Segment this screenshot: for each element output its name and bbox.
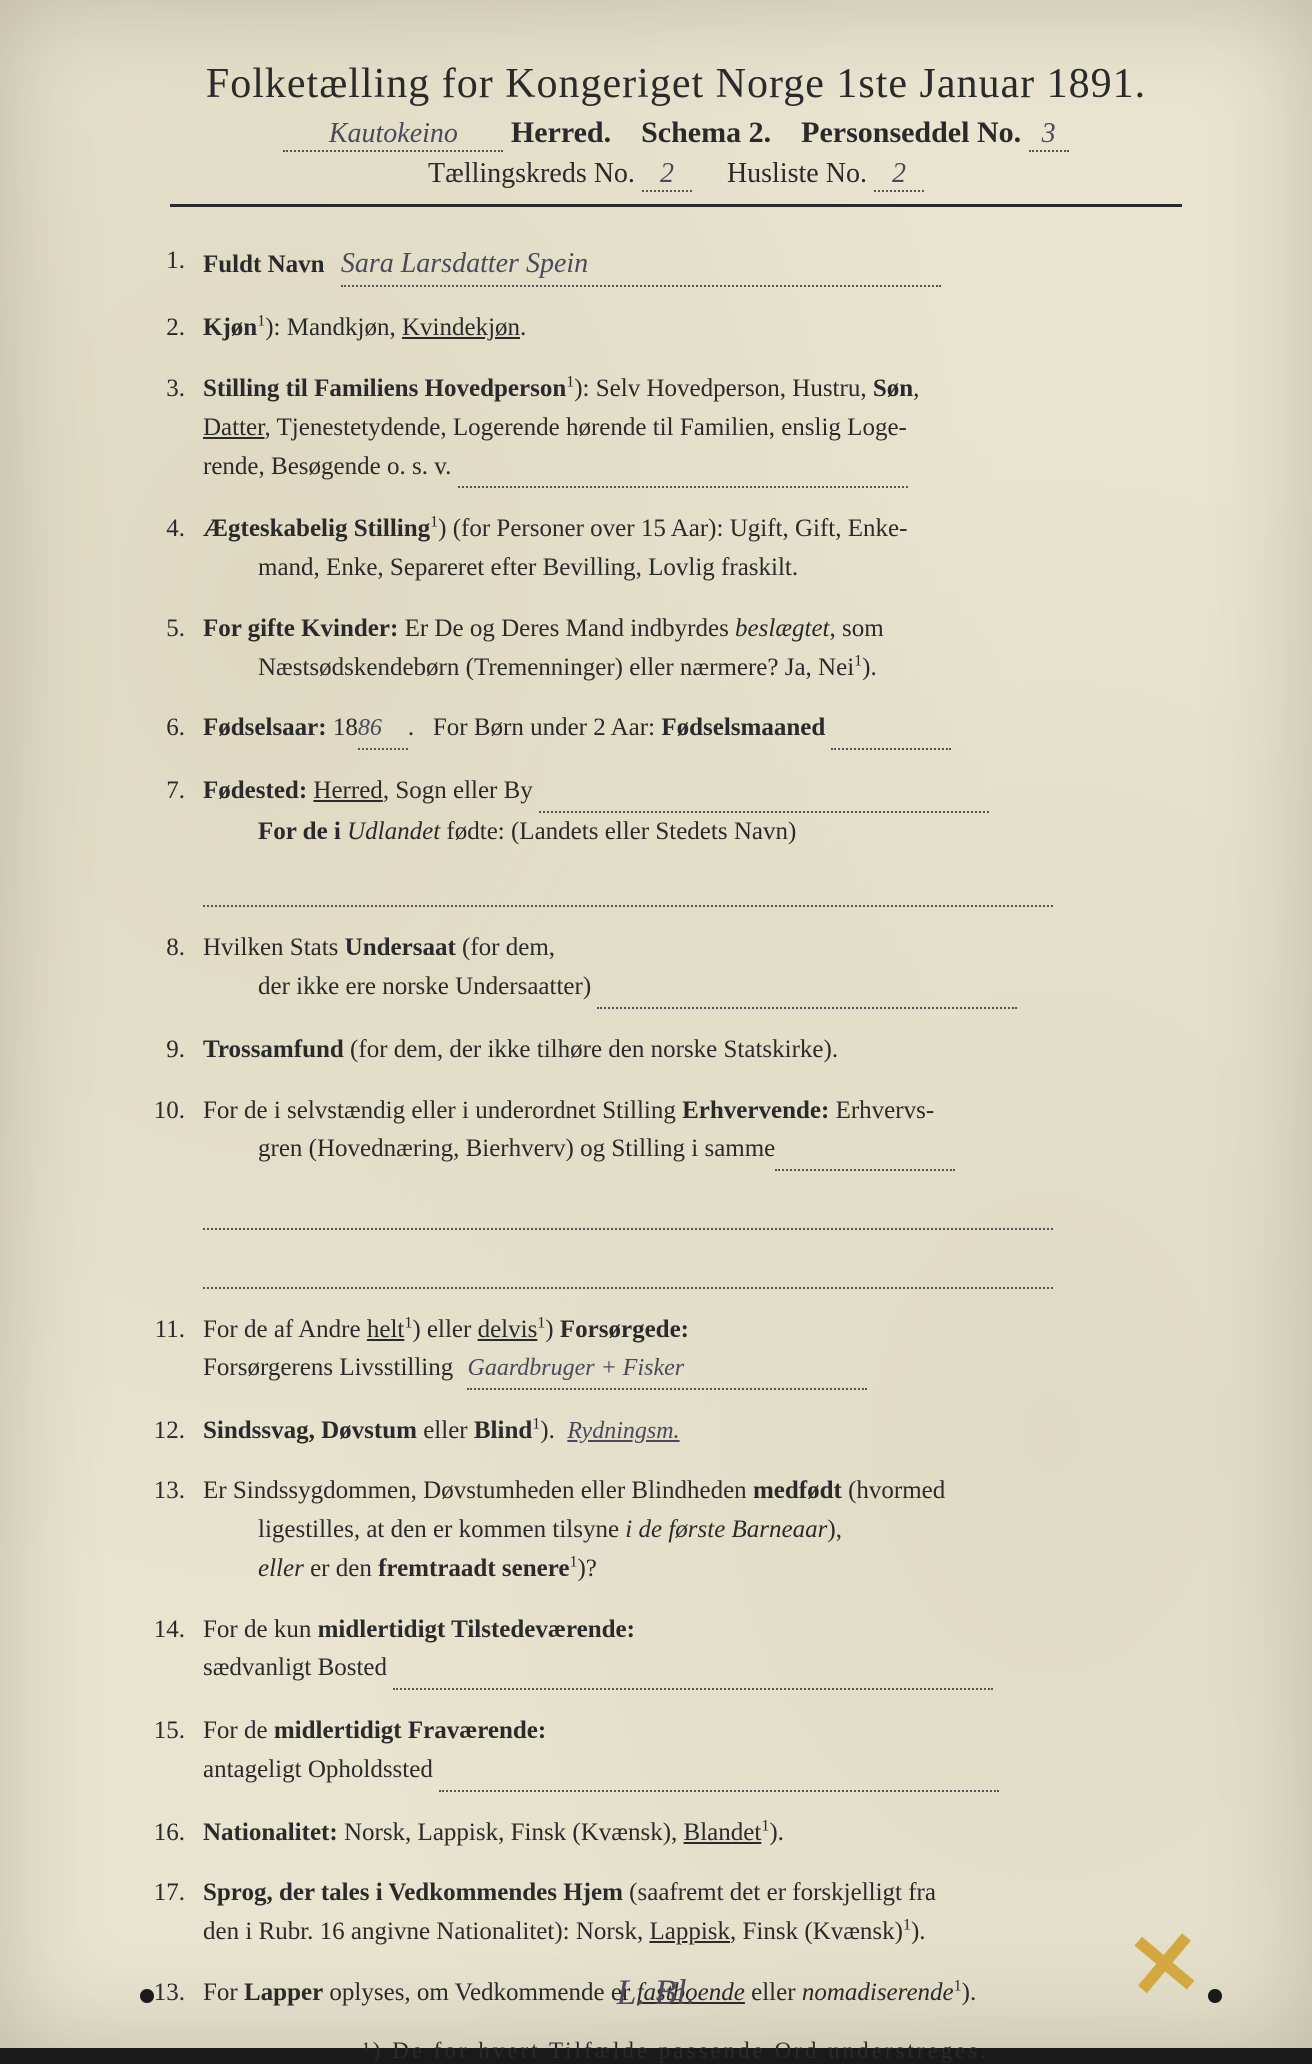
item-8: 8. Hvilken Stats Undersaat (for dem, der… [130,929,1222,1009]
item-11: 11. For de af Andre helt1) eller delvis1… [130,1311,1222,1390]
label: Kjøn [203,314,257,341]
text: Er Sindssygdommen, Døvstumheden eller Bl… [203,1477,945,1582]
item-number: 17. [130,1874,203,1952]
item-number: 11. [130,1311,203,1390]
item-number: 9. [130,1031,203,1070]
subtitle-row-2: Tællingskreds No. 2 Husliste No. 2 [130,158,1222,192]
schema-label: Schema 2. [641,116,771,149]
text: Hvilken Stats [203,934,338,961]
label: Undersaat [345,934,456,961]
item-6: 6. Fødselsaar: 1886. For Børn under 2 Aa… [130,709,1222,750]
item-5: 5. For gifte Kvinder: Er De og Deres Man… [130,610,1222,688]
item-7: 7. Fødested: Herred, Sogn eller By For d… [130,772,1222,907]
herred-label: Herred. [511,116,611,149]
item-number: 15. [130,1712,203,1792]
line2: sædvanligt Bosted [203,1654,387,1681]
line2: Forsørgerens Livsstilling [203,1354,453,1381]
dot-right-icon [1208,1989,1222,2003]
footnote: ¹) De for hvert Tilfælde passende Ord un… [130,2038,1222,2064]
text: (for dem, der ikke tilhøre den norske St… [350,1036,838,1063]
text: Norsk, Lappisk, Finsk (Kvænsk), Blandet1… [344,1819,784,1846]
text2: Erhvervs- gren (Hovednæring, Bierhverv) … [203,1097,1053,1280]
personseddel-label: Personseddel No. [801,116,1021,149]
item-number: 16. [130,1814,203,1853]
text: For de [203,1717,268,1744]
label: Fødselsaar: [203,714,327,741]
label: Sindssvag, Døvstum [203,1417,417,1444]
herred-handwritten: Kautokeino [283,118,503,152]
item-13: 13. Er Sindssygdommen, Døvstumheden elle… [130,1472,1222,1588]
item-number: 14. [130,1611,203,1691]
item-12: 12. Sindssvag, Døvstum eller Blind1). Ry… [130,1412,1222,1451]
item-number: 8. [130,929,203,1009]
line2: antageligt Opholdssted [203,1756,433,1783]
item-1: 1. Fuldt Navn Sara Larsdatter Spein [130,242,1222,287]
label: Sprog, der tales i Vedkommendes Hjem [203,1879,623,1906]
item-17: 17. Sprog, der tales i Vedkommendes Hjem… [130,1874,1222,1952]
label2: Blind [474,1417,532,1444]
label: Nationalitet: [203,1819,338,1846]
tellingskreds-no: 2 [642,158,692,192]
item-number: 10. [130,1092,203,1289]
label: Erhvervende: [682,1097,829,1124]
label: Fuldt Navn [203,251,325,278]
x-mark-icon: ✕ [1122,1910,1206,2021]
item-number: 6. [130,709,203,750]
livsstilling-hw: Gaardbruger + Fisker [467,1350,867,1389]
label: For gifte Kvinder: [203,615,398,642]
text: For de kun [203,1616,311,1643]
text1: For de i selvstændig eller i underordnet… [203,1097,676,1124]
item-16: 16. Nationalitet: Norsk, Lappisk, Finsk … [130,1814,1222,1853]
header-divider [170,204,1182,207]
item-number: 13. [130,1472,203,1588]
label: Trossamfund [203,1036,344,1063]
label: midlertidigt Fraværende: [274,1717,546,1744]
item-number: 2. [130,309,203,348]
personseddel-no: 3 [1029,118,1069,152]
label2: Fødselsmaaned [661,714,825,741]
item-number: 7. [130,772,203,907]
item-2: 2. Kjøn1): Mandkjøn, Kvindekjøn. [130,309,1222,348]
item-number: 1. [130,242,203,287]
item-14: 14. For de kun midlertidigt Tilstedevære… [130,1611,1222,1691]
item-number: 5. [130,610,203,688]
husliste-no: 2 [874,158,924,192]
label: Forsørgede: [560,1316,689,1343]
label: Stilling til Familiens Hovedperson [203,375,566,402]
text2: For Børn under 2 Aar: [433,714,655,741]
label: Ægteskabelig Stilling [203,515,430,542]
item-number: 4. [130,510,203,588]
tellingskreds-label: Tællingskreds No. [428,158,635,189]
main-title: Folketælling for Kongeriget Norge 1ste J… [130,60,1222,108]
options-text: Mandkjøn, Kvindekjøn. [287,314,527,341]
item-4: 4. Ægteskabelig Stilling1) (for Personer… [130,510,1222,588]
dot-left-icon [140,1989,154,2003]
item-3: 3. Stilling til Familiens Hovedperson1):… [130,370,1222,488]
census-form-page: Folketælling for Kongeriget Norge 1ste J… [0,0,1312,2048]
text: For de af Andre helt1) eller delvis1) [203,1316,560,1343]
value-hw: Rydningsm. [567,1418,679,1444]
item-number: 3. [130,370,203,488]
bottom-handwritten: L. Bl. [616,1971,695,2013]
item-15: 15. For de midlertidigt Fraværende: anta… [130,1712,1222,1792]
text: Herred, Sogn eller By For de i Udlandet … [203,777,1053,899]
item-number: 12. [130,1412,203,1451]
name-handwritten: Sara Larsdatter Spein [341,242,941,287]
husliste-label: Husliste No. [727,158,867,189]
year-prefix: 18 [333,714,358,741]
year-hw: 86 [358,710,408,749]
item-9: 9. Trossamfund (for dem, der ikke tilhør… [130,1031,1222,1070]
item-10: 10. For de i selvstændig eller i underor… [130,1092,1222,1289]
label: Fødested: [203,777,307,804]
text: eller [423,1417,467,1444]
label: midlertidigt Tilstedeværende: [318,1616,635,1643]
subtitle-row-1: Kautokeino Herred. Schema 2. Personsedde… [130,116,1222,152]
text: For Lapper oplyses, om Vedkommende er fa… [203,1979,976,2006]
